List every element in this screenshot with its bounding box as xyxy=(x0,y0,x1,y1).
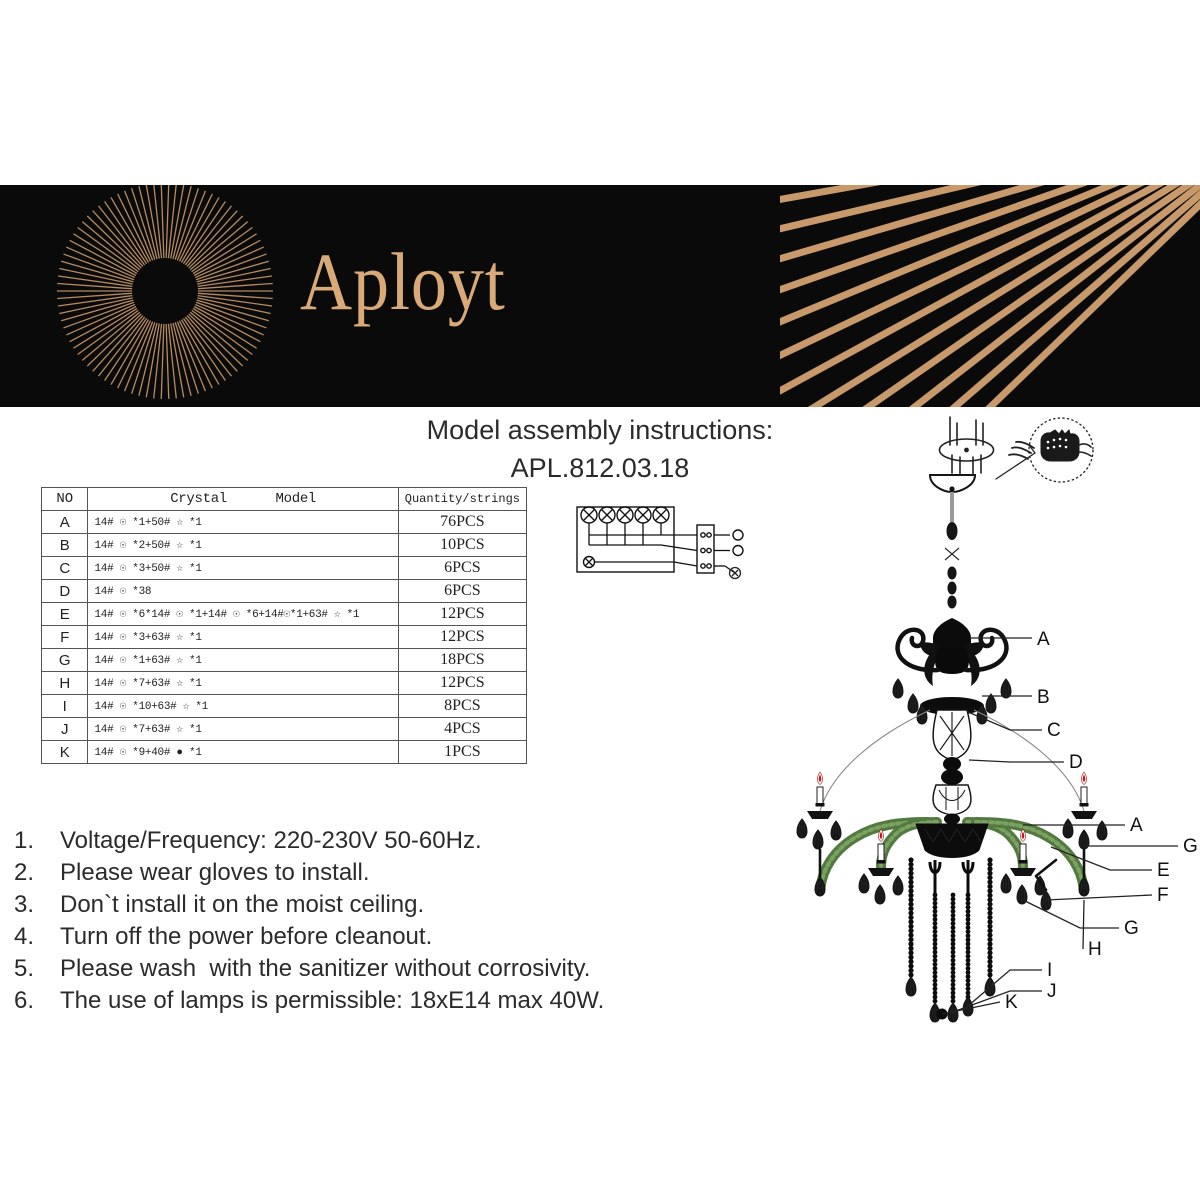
svg-text:E: E xyxy=(1157,860,1170,881)
svg-text:C: C xyxy=(1047,720,1061,741)
svg-text:D: D xyxy=(1069,752,1083,773)
svg-text:I: I xyxy=(1047,960,1052,981)
svg-text:G: G xyxy=(1183,836,1198,857)
svg-text:A: A xyxy=(1130,815,1143,836)
svg-text:J: J xyxy=(1047,981,1057,1002)
svg-text:G: G xyxy=(1124,918,1139,939)
svg-text:H: H xyxy=(1088,939,1102,960)
svg-text:B: B xyxy=(1037,687,1050,708)
svg-text:A: A xyxy=(1037,629,1050,650)
svg-text:K: K xyxy=(1005,992,1018,1013)
svg-text:F: F xyxy=(1157,885,1169,906)
